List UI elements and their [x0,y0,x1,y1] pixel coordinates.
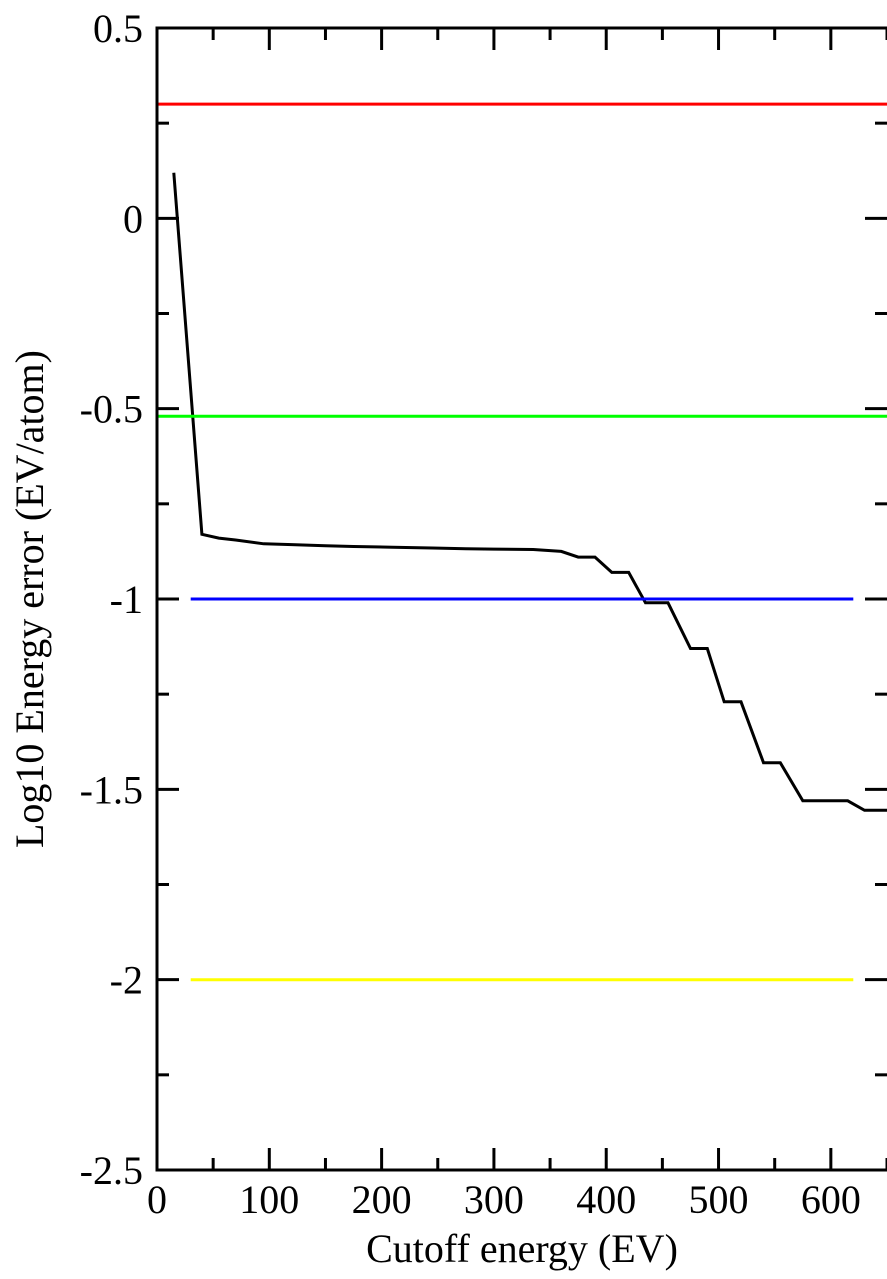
y-tick-label: -1.5 [80,767,143,812]
labels-layer: 0 100 200 300 400 500 600 0.5 0 -0.5 -1 -1.5 -2 -2.5 [80,6,861,1222]
series-layer [157,102,887,982]
x-tick-label: 0 [147,1177,167,1222]
y-tick-label: -2.5 [80,1148,143,1193]
y-tick-label: -1 [110,577,143,622]
x-axis-title: Cutoff energy (EV) [366,1226,678,1271]
y-tick-label: 0 [123,196,143,241]
x-tick-label: 300 [464,1177,524,1222]
axes-layer [155,26,887,1172]
x-tick-label: 100 [239,1177,299,1222]
x-tick-label: 500 [689,1177,749,1222]
y-tick-label: 0.5 [93,6,143,51]
y-tick-label: -0.5 [80,387,143,432]
y-axis-title: Log10 Energy error (EV/atom) [7,350,52,848]
x-tick-label: 200 [352,1177,412,1222]
x-tick-label: 600 [801,1177,861,1222]
series-line-0 [172,172,887,812]
x-tick-label: 400 [576,1177,636,1222]
y-tick-label: -2 [110,958,143,1003]
